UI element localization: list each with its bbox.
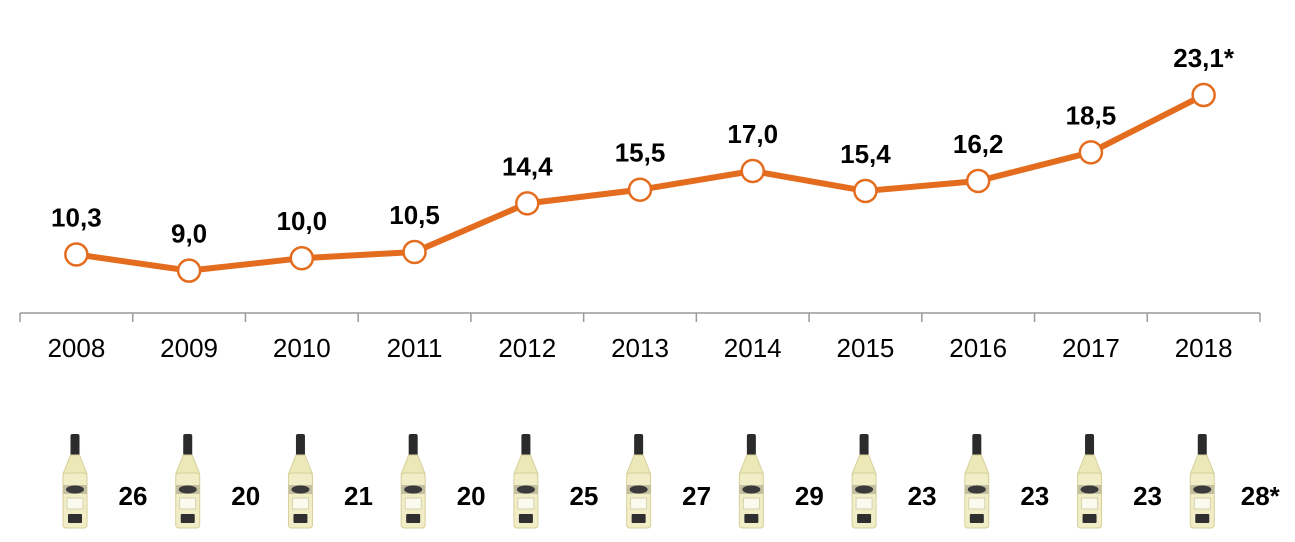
vermouth-bottle-icon	[851, 434, 877, 529]
data-label: 23,1*	[1173, 43, 1235, 73]
bottle-value: 23	[1133, 481, 1162, 511]
x-tick-label: 2010	[273, 333, 331, 363]
x-tick-label: 2014	[724, 333, 782, 363]
data-label: 10,5	[389, 200, 440, 230]
data-label: 17,0	[727, 119, 778, 149]
x-tick-label: 2011	[387, 333, 443, 363]
data-label: 18,5	[1066, 100, 1117, 130]
bottle-value: 23	[908, 481, 937, 511]
data-point-marker	[402, 239, 427, 265]
x-tick-label: 2012	[498, 333, 556, 363]
x-axis-ticks	[19, 313, 1261, 322]
vermouth-bottle-icon	[738, 434, 765, 529]
x-tick-labels: 2008 2009 2010 2011 2012 2013 2014 2015 2016 2017…	[47, 333, 1232, 363]
x-tick-label: 2016	[949, 333, 1007, 363]
data-point-marker	[176, 258, 202, 283]
data-markers	[64, 82, 1216, 283]
data-point-marker	[740, 158, 765, 184]
vermouth-bottle-icon	[400, 434, 426, 529]
bottle-value: 25	[569, 481, 598, 511]
data-label: 15,5	[615, 138, 666, 168]
bottle-value: 26	[119, 481, 148, 511]
vermouth-bottle-icon	[964, 434, 990, 529]
vermouth-bottle-icon	[1076, 434, 1103, 529]
data-point-marker	[289, 245, 315, 271]
bottle-value: 27	[682, 481, 711, 511]
data-label: 10,3	[51, 202, 102, 232]
data-label: 14,4	[502, 151, 553, 181]
x-tick-label: 2017	[1062, 333, 1120, 363]
bottle-value: 20	[457, 481, 486, 511]
vermouth-bottle-icon	[513, 434, 539, 529]
data-point-marker	[627, 177, 653, 202]
vermouth-bottle-icon	[1189, 434, 1216, 529]
data-point-marker	[1191, 82, 1216, 108]
vermouth-bottle-icon	[62, 434, 88, 529]
vermouth-bottle-icon	[174, 434, 201, 529]
bottle-value: 21	[344, 481, 373, 511]
data-label: 16,2	[953, 129, 1004, 159]
bottle-value: 23	[1020, 481, 1049, 511]
bottle-value: 28*	[1241, 481, 1281, 511]
x-tick-label: 2009	[160, 333, 218, 363]
data-point-marker	[1078, 140, 1104, 165]
vermouth-bottle-icon	[287, 434, 314, 529]
x-tick-label: 2013	[611, 333, 669, 363]
x-tick-label: 2018	[1175, 333, 1233, 363]
data-point-marker	[64, 242, 89, 267]
x-tick-label: 2015	[837, 333, 895, 363]
x-tick-label: 2008	[47, 333, 105, 363]
data-label: 9,0	[171, 219, 207, 249]
vermouth-bottle-icon	[625, 434, 652, 529]
data-labels: 10,3 9,0 10,0 10,5 14,4 15,5 17,0 15,4 16,2 18,5 2…	[51, 43, 1235, 249]
data-label: 15,4	[840, 139, 891, 169]
bottle-value: 20	[231, 481, 260, 511]
bottle-value: 29	[795, 481, 824, 511]
data-point-marker	[853, 178, 878, 204]
data-point-marker	[965, 168, 991, 194]
bottle-row: 26 20 21 20 25 27 29 23 23 23 28*	[62, 434, 1281, 529]
data-point-marker	[515, 191, 540, 216]
data-label: 10,0	[277, 206, 328, 236]
